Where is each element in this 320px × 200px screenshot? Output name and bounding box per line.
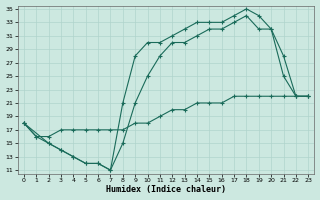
X-axis label: Humidex (Indice chaleur): Humidex (Indice chaleur) — [106, 185, 226, 194]
